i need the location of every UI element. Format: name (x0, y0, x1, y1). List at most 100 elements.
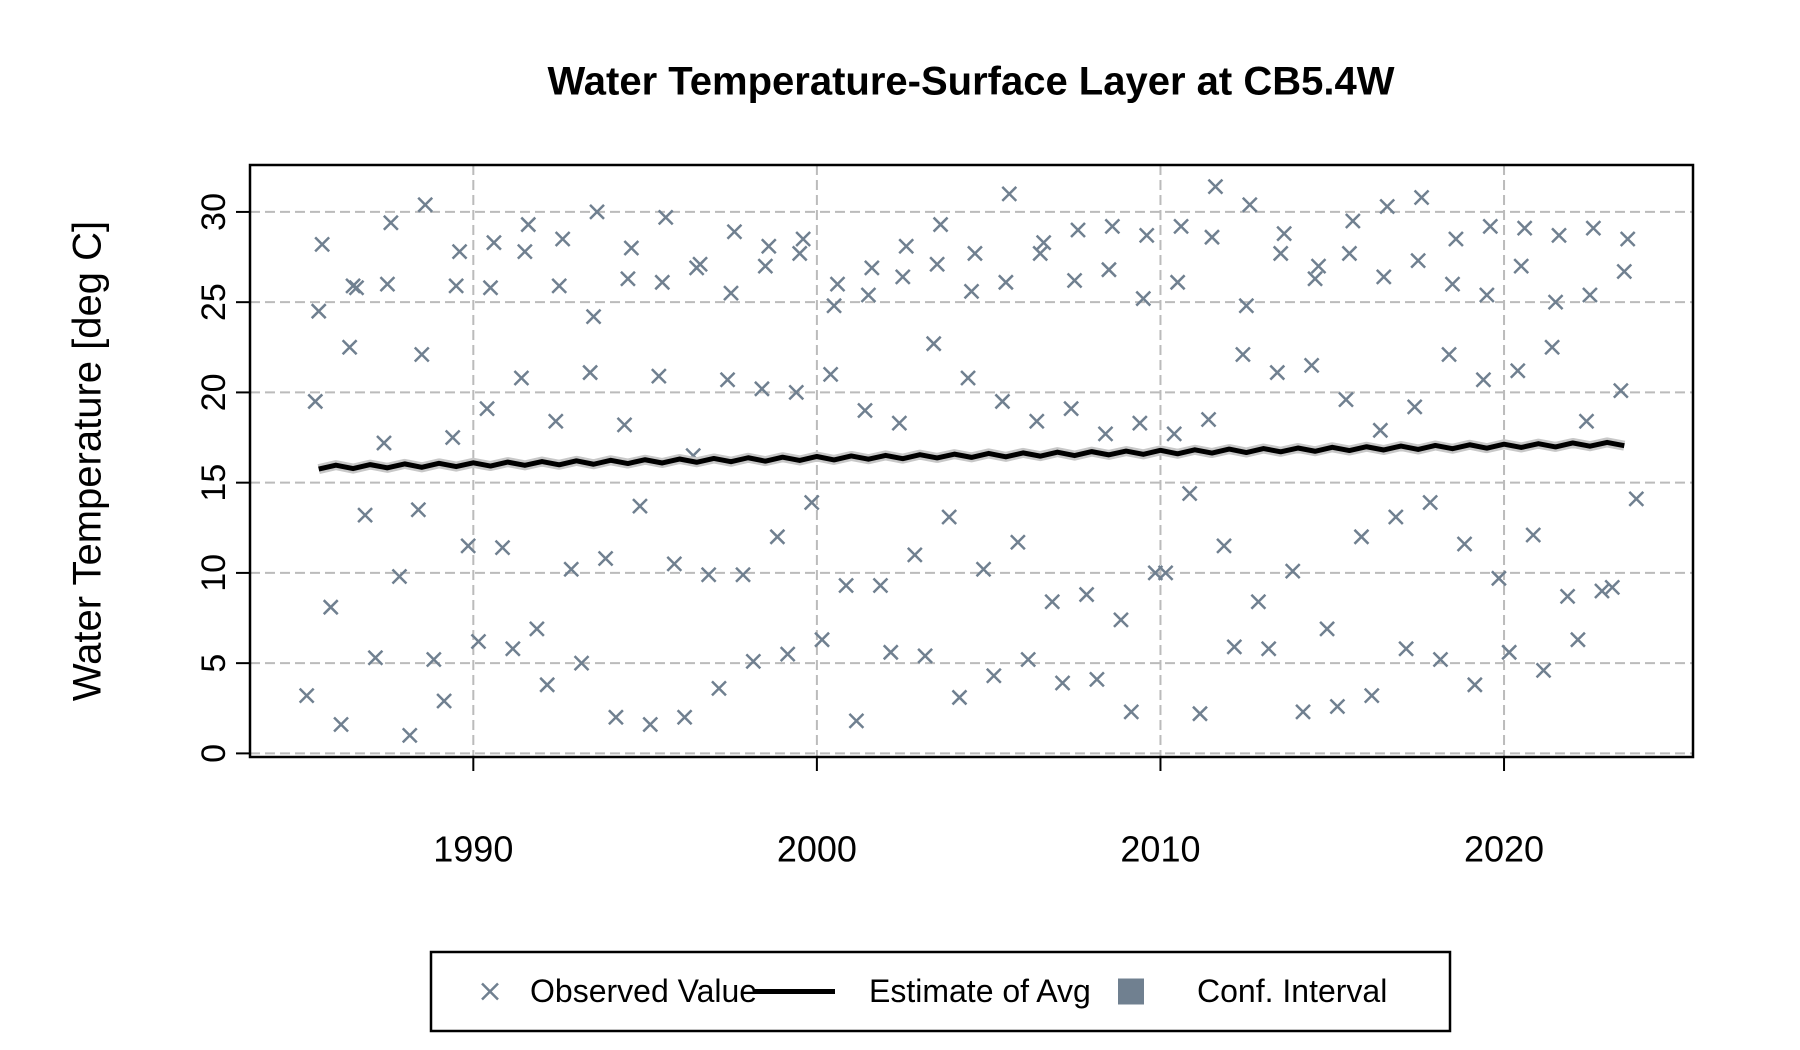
observed-point (417, 196, 434, 213)
observed-point (1276, 225, 1293, 242)
observed-point (1551, 227, 1567, 244)
observed-point (1456, 536, 1473, 552)
observed-point (994, 393, 1011, 410)
observed-point (504, 640, 521, 657)
x-tick-label: 2020 (1464, 829, 1544, 870)
observed-point (1406, 398, 1423, 415)
observed-point (620, 270, 636, 287)
observed-point (1619, 231, 1636, 247)
observed-point (1009, 534, 1026, 551)
observed-point (726, 223, 743, 240)
observed-point (1604, 579, 1621, 596)
observed-point (1241, 196, 1258, 213)
observed-point (1138, 227, 1155, 244)
observed-point (413, 346, 430, 363)
observed-point (1135, 290, 1152, 307)
observed-point (1078, 586, 1095, 603)
observed-point (1410, 252, 1427, 269)
observed-point (1379, 198, 1396, 215)
observed-point (1353, 528, 1370, 545)
y-tick-label: 10 (195, 554, 233, 592)
observed-point (1448, 231, 1464, 247)
observed-point (967, 245, 983, 262)
observed-point (1200, 411, 1217, 428)
observed-point (1516, 220, 1533, 237)
observed-point (1284, 563, 1301, 579)
observed-point (882, 644, 899, 661)
observed-point (860, 287, 877, 303)
observed-point (298, 687, 315, 704)
observed-point (1260, 640, 1277, 657)
observed-point (1101, 261, 1117, 278)
observed-point (1375, 269, 1392, 285)
observed-point (1020, 651, 1037, 668)
observed-point (1544, 339, 1561, 356)
observed-point (451, 243, 468, 260)
observed-point (376, 435, 392, 451)
observed-point (632, 498, 648, 515)
legend-marker (1118, 978, 1144, 1005)
observed-point (460, 537, 477, 554)
observed-point (779, 646, 796, 663)
observed-point (539, 676, 556, 693)
legend-label: Observed Value (530, 973, 757, 1009)
legend-label: Estimate of Avg (869, 973, 1091, 1009)
observed-point (666, 555, 683, 572)
observed-point (1612, 382, 1629, 399)
observed-point (616, 417, 633, 433)
observed-point (1341, 245, 1358, 262)
observed-point (1338, 391, 1354, 408)
observed-point (1250, 593, 1267, 610)
legend-marker (481, 982, 499, 1001)
observed-point (1097, 426, 1114, 442)
observed-point (1329, 698, 1346, 715)
observed-point (791, 245, 808, 262)
observed-point (585, 308, 602, 325)
observed-point (1070, 222, 1086, 238)
observed-point (379, 276, 396, 293)
plot-frame (248, 163, 1695, 759)
observed-point (1192, 705, 1208, 722)
observed-point (863, 259, 880, 276)
observed-point (1441, 346, 1457, 363)
observed-point (367, 649, 384, 666)
observed-point (1547, 294, 1564, 311)
observed-point (1525, 527, 1542, 543)
observed-point (582, 364, 599, 381)
observed-point (597, 550, 614, 567)
y-tick-label: 0 (195, 744, 233, 763)
observed-point (719, 371, 736, 388)
observed-point (391, 568, 408, 585)
observed-point (479, 400, 495, 417)
observed-point (676, 709, 693, 726)
observed-point (822, 366, 839, 383)
observed-point (894, 269, 911, 285)
observed-point (650, 368, 667, 385)
observed-point (1482, 218, 1499, 235)
observed-point (1475, 371, 1492, 388)
observed-point (1303, 357, 1320, 374)
observed-point (1001, 185, 1018, 202)
observed-point (425, 651, 442, 668)
observed-point (932, 216, 949, 233)
observed-point (1063, 400, 1080, 417)
observed-point (975, 561, 992, 578)
observed-point (1089, 671, 1105, 688)
observed-point (1628, 491, 1645, 507)
observed-point (1422, 494, 1439, 511)
observed-point (1585, 220, 1602, 237)
observed-point (1398, 640, 1415, 657)
observed-point (1044, 593, 1061, 610)
observed-point (1501, 644, 1518, 661)
observed-point (1181, 485, 1198, 502)
y-tick-label: 5 (195, 654, 233, 673)
observed-point (554, 231, 571, 247)
observed-point (1032, 245, 1049, 262)
observed-point (333, 716, 349, 733)
observed-point (1123, 703, 1140, 720)
observed-point (1272, 245, 1289, 262)
observed-point (448, 278, 465, 294)
observed-point (997, 274, 1014, 291)
